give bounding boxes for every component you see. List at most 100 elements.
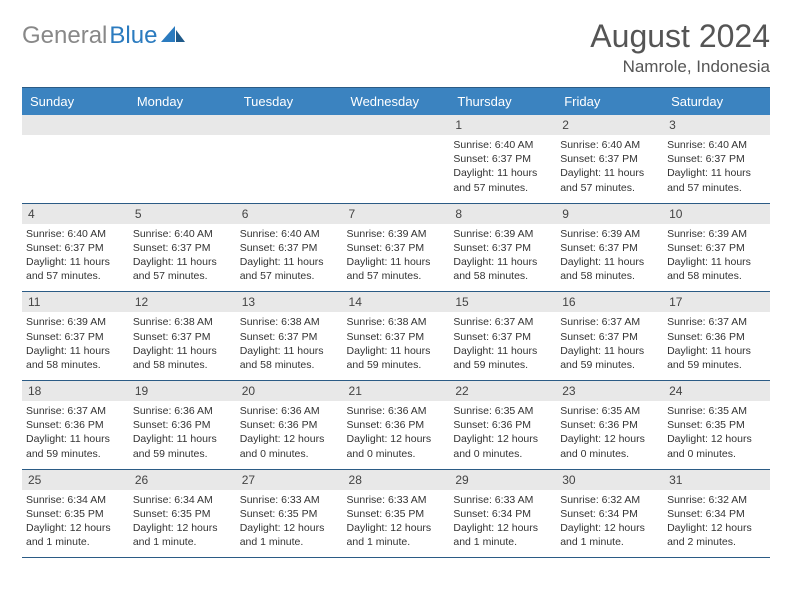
daylight-text: Daylight: 12 hours and 1 minute. (26, 521, 125, 549)
daylight-text: Daylight: 12 hours and 1 minute. (453, 521, 552, 549)
sunrise-text: Sunrise: 6:34 AM (133, 493, 232, 507)
dayhead-sun: Sunday (22, 88, 129, 116)
day-number: 16 (556, 292, 663, 312)
day-content: Sunrise: 6:34 AMSunset: 6:35 PMDaylight:… (129, 490, 236, 558)
calendar-table: Sunday Monday Tuesday Wednesday Thursday… (22, 87, 770, 558)
day-cell: 8Sunrise: 6:39 AMSunset: 6:37 PMDaylight… (449, 203, 556, 292)
title-block: August 2024 Namrole, Indonesia (590, 18, 770, 77)
daylight-text: Daylight: 11 hours and 59 minutes. (667, 344, 766, 372)
day-cell: 28Sunrise: 6:33 AMSunset: 6:35 PMDayligh… (343, 469, 450, 558)
day-cell: 11Sunrise: 6:39 AMSunset: 6:37 PMDayligh… (22, 292, 129, 381)
sunrise-text: Sunrise: 6:37 AM (667, 315, 766, 329)
day-number: 1 (449, 115, 556, 135)
daylight-text: Daylight: 12 hours and 0 minutes. (560, 432, 659, 460)
day-content: Sunrise: 6:36 AMSunset: 6:36 PMDaylight:… (129, 401, 236, 469)
sunset-text: Sunset: 6:34 PM (560, 507, 659, 521)
sunset-text: Sunset: 6:37 PM (560, 330, 659, 344)
day-content: Sunrise: 6:37 AMSunset: 6:37 PMDaylight:… (556, 312, 663, 380)
day-number: 28 (343, 470, 450, 490)
daylight-text: Daylight: 12 hours and 1 minute. (240, 521, 339, 549)
sunrise-text: Sunrise: 6:33 AM (240, 493, 339, 507)
day-header-row: Sunday Monday Tuesday Wednesday Thursday… (22, 88, 770, 116)
day-cell: 31Sunrise: 6:32 AMSunset: 6:34 PMDayligh… (663, 469, 770, 558)
sunrise-text: Sunrise: 6:37 AM (560, 315, 659, 329)
day-number: 18 (22, 381, 129, 401)
calendar-body: 1Sunrise: 6:40 AMSunset: 6:37 PMDaylight… (22, 115, 770, 558)
day-cell (129, 115, 236, 203)
sunset-text: Sunset: 6:37 PM (133, 241, 232, 255)
sunset-text: Sunset: 6:35 PM (26, 507, 125, 521)
day-number: 30 (556, 470, 663, 490)
sunrise-text: Sunrise: 6:34 AM (26, 493, 125, 507)
sunrise-text: Sunrise: 6:39 AM (347, 227, 446, 241)
sunset-text: Sunset: 6:37 PM (560, 152, 659, 166)
day-number (236, 115, 343, 135)
sunrise-text: Sunrise: 6:37 AM (26, 404, 125, 418)
sunrise-text: Sunrise: 6:40 AM (26, 227, 125, 241)
day-number: 11 (22, 292, 129, 312)
day-number (22, 115, 129, 135)
sunset-text: Sunset: 6:37 PM (347, 241, 446, 255)
sunrise-text: Sunrise: 6:39 AM (453, 227, 552, 241)
sunrise-text: Sunrise: 6:36 AM (133, 404, 232, 418)
day-cell: 23Sunrise: 6:35 AMSunset: 6:36 PMDayligh… (556, 381, 663, 470)
day-number: 24 (663, 381, 770, 401)
day-content: Sunrise: 6:33 AMSunset: 6:35 PMDaylight:… (343, 490, 450, 558)
daylight-text: Daylight: 11 hours and 59 minutes. (26, 432, 125, 460)
sunset-text: Sunset: 6:34 PM (667, 507, 766, 521)
day-content (22, 135, 129, 193)
day-content: Sunrise: 6:40 AMSunset: 6:37 PMDaylight:… (663, 135, 770, 203)
sunset-text: Sunset: 6:37 PM (667, 152, 766, 166)
daylight-text: Daylight: 11 hours and 59 minutes. (453, 344, 552, 372)
sunrise-text: Sunrise: 6:38 AM (133, 315, 232, 329)
sunset-text: Sunset: 6:37 PM (347, 330, 446, 344)
day-number: 31 (663, 470, 770, 490)
day-number: 29 (449, 470, 556, 490)
day-number: 27 (236, 470, 343, 490)
week-row: 11Sunrise: 6:39 AMSunset: 6:37 PMDayligh… (22, 292, 770, 381)
day-content: Sunrise: 6:32 AMSunset: 6:34 PMDaylight:… (663, 490, 770, 558)
day-cell: 6Sunrise: 6:40 AMSunset: 6:37 PMDaylight… (236, 203, 343, 292)
week-row: 25Sunrise: 6:34 AMSunset: 6:35 PMDayligh… (22, 469, 770, 558)
day-number: 2 (556, 115, 663, 135)
day-cell: 17Sunrise: 6:37 AMSunset: 6:36 PMDayligh… (663, 292, 770, 381)
sunset-text: Sunset: 6:35 PM (347, 507, 446, 521)
day-content: Sunrise: 6:40 AMSunset: 6:37 PMDaylight:… (22, 224, 129, 292)
daylight-text: Daylight: 11 hours and 58 minutes. (667, 255, 766, 283)
sunrise-text: Sunrise: 6:32 AM (667, 493, 766, 507)
day-cell: 7Sunrise: 6:39 AMSunset: 6:37 PMDaylight… (343, 203, 450, 292)
dayhead-sat: Saturday (663, 88, 770, 116)
day-content: Sunrise: 6:37 AMSunset: 6:37 PMDaylight:… (449, 312, 556, 380)
week-row: 4Sunrise: 6:40 AMSunset: 6:37 PMDaylight… (22, 203, 770, 292)
day-number: 5 (129, 204, 236, 224)
daylight-text: Daylight: 11 hours and 57 minutes. (667, 166, 766, 194)
day-content: Sunrise: 6:35 AMSunset: 6:36 PMDaylight:… (449, 401, 556, 469)
day-number (343, 115, 450, 135)
day-content: Sunrise: 6:39 AMSunset: 6:37 PMDaylight:… (449, 224, 556, 292)
day-cell (236, 115, 343, 203)
sunset-text: Sunset: 6:36 PM (133, 418, 232, 432)
sunset-text: Sunset: 6:37 PM (667, 241, 766, 255)
sunrise-text: Sunrise: 6:36 AM (347, 404, 446, 418)
sunset-text: Sunset: 6:35 PM (667, 418, 766, 432)
day-cell: 4Sunrise: 6:40 AMSunset: 6:37 PMDaylight… (22, 203, 129, 292)
daylight-text: Daylight: 12 hours and 0 minutes. (453, 432, 552, 460)
sunrise-text: Sunrise: 6:35 AM (453, 404, 552, 418)
week-row: 18 Sunrise: 6:37 AM Sunset: 6:36 PM Dayligh… (22, 381, 770, 470)
sunrise-text: Sunrise: 6:35 AM (667, 404, 766, 418)
daylight-text: Daylight: 11 hours and 57 minutes. (347, 255, 446, 283)
daylight-text: Daylight: 12 hours and 1 minute. (133, 521, 232, 549)
sunset-text: Sunset: 6:37 PM (26, 241, 125, 255)
day-content: Sunrise: 6:36 AMSunset: 6:36 PMDaylight:… (236, 401, 343, 469)
day-content: Sunrise: 6:34 AMSunset: 6:35 PMDaylight:… (22, 490, 129, 558)
day-content (343, 135, 450, 193)
day-content: Sunrise: 6:33 AMSunset: 6:34 PMDaylight:… (449, 490, 556, 558)
day-cell: 9Sunrise: 6:39 AMSunset: 6:37 PMDaylight… (556, 203, 663, 292)
day-content: Sunrise: 6:32 AMSunset: 6:34 PMDaylight:… (556, 490, 663, 558)
day-cell: 12Sunrise: 6:38 AMSunset: 6:37 PMDayligh… (129, 292, 236, 381)
day-cell: 5Sunrise: 6:40 AMSunset: 6:37 PMDaylight… (129, 203, 236, 292)
day-content: Sunrise: 6:40 AMSunset: 6:37 PMDaylight:… (556, 135, 663, 203)
day-number: 9 (556, 204, 663, 224)
daylight-text: Daylight: 11 hours and 58 minutes. (560, 255, 659, 283)
location-label: Namrole, Indonesia (590, 57, 770, 77)
